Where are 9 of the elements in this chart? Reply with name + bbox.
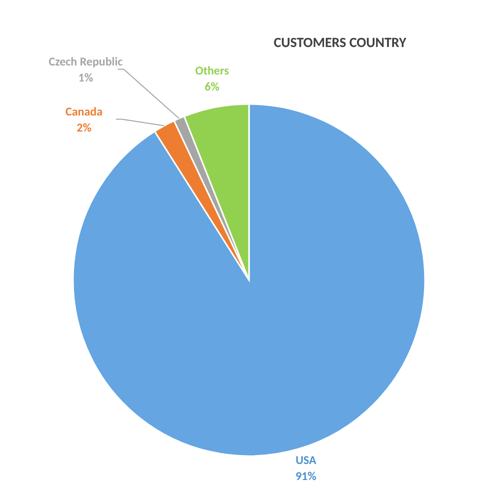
data-label: 6% [204, 80, 220, 94]
data-label: 1% [78, 71, 94, 86]
data-label: 2% [76, 121, 92, 136]
slice-label: Canada [66, 105, 103, 120]
chart-title: CUSTOMERS COUNTRY [274, 34, 408, 51]
data-label: 91% [295, 470, 317, 484]
slice-label: Czech Republic [48, 55, 123, 70]
slice-label: USA [296, 454, 317, 468]
slice-label: Others [195, 64, 230, 78]
